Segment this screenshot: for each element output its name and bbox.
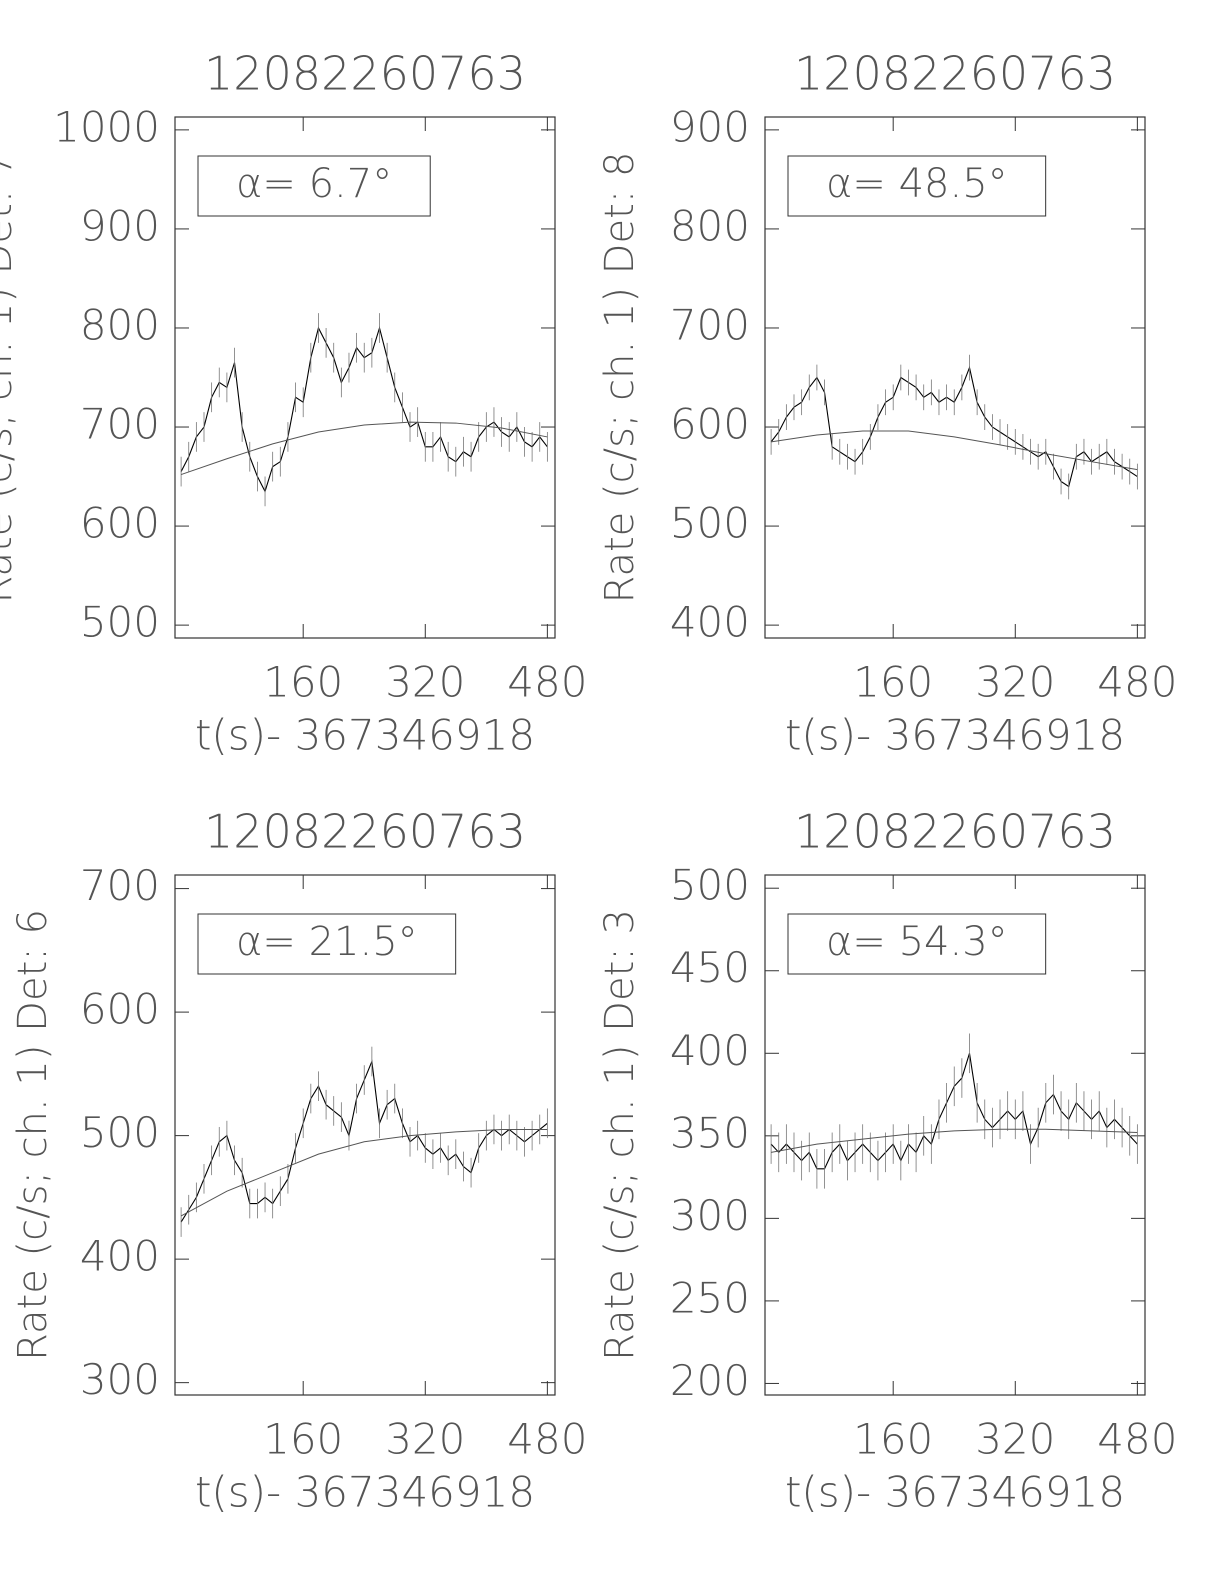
- plot-frame: [764, 116, 1146, 639]
- x-tick-label: 160: [853, 1415, 933, 1464]
- plot-area: [770, 1033, 1138, 1189]
- data-line: [770, 365, 1138, 488]
- annotation-box: [787, 913, 1047, 975]
- y-tick-label: 1000: [53, 102, 160, 151]
- fit-line: [771, 1128, 1138, 1153]
- x-axis-label: t(s)- 367346918: [785, 1468, 1125, 1517]
- y-tick-label: 600: [80, 985, 160, 1034]
- y-tick-label: 500: [80, 1108, 160, 1157]
- y-tick-label: 300: [670, 1191, 750, 1240]
- y-axis-label: Rate (c/s; ch. 1) Det: 6: [10, 909, 56, 1361]
- plot-area: [770, 354, 1138, 500]
- chart-title: 12082260763: [794, 47, 1116, 101]
- annotation-box: [787, 155, 1047, 217]
- fit-line: [771, 430, 1138, 471]
- y-tick-label: 700: [670, 300, 750, 349]
- y-tick-label: 250: [670, 1273, 750, 1322]
- x-tick-label: 320: [975, 658, 1055, 707]
- plot-frame: [174, 874, 556, 1396]
- y-tick-label: 400: [670, 598, 750, 647]
- annotation: α= 6.7°: [236, 161, 392, 207]
- x-axis-label: t(s)- 367346918: [195, 1468, 535, 1517]
- annotation-box: [197, 913, 457, 975]
- fit-line: [180, 421, 548, 476]
- y-tick-label: 200: [670, 1356, 750, 1405]
- y-tick-label: 350: [670, 1108, 750, 1157]
- chart-title: 12082260763: [794, 805, 1116, 859]
- plot-area: [180, 1046, 548, 1237]
- x-tick-label: 320: [975, 1415, 1055, 1464]
- x-tick-label: 160: [263, 658, 343, 707]
- y-tick-label: 700: [80, 400, 160, 449]
- annotation: α= 54.3°: [826, 919, 1008, 965]
- x-tick-label: 480: [1097, 658, 1177, 707]
- y-tick-label: 400: [80, 1232, 160, 1281]
- y-tick-label: 300: [80, 1355, 160, 1404]
- y-tick-label: 900: [80, 201, 160, 250]
- y-tick-label: 800: [670, 201, 750, 250]
- y-axis-label: Rate (c/s; ch. 1) Det: 7: [0, 152, 21, 604]
- y-tick-label: 700: [80, 861, 160, 910]
- x-axis-label: t(s)- 367346918: [785, 711, 1125, 760]
- y-axis-label: Rate (c/s; ch. 1) Det: 3: [597, 909, 643, 1361]
- y-tick-label: 400: [670, 1026, 750, 1075]
- y-tick-label: 600: [80, 499, 160, 548]
- x-tick-label: 320: [385, 658, 465, 707]
- annotation-box: [197, 155, 431, 217]
- y-axis-label: Rate (c/s; ch. 1) Det: 8: [597, 152, 643, 604]
- x-tick-label: 480: [507, 1415, 587, 1464]
- y-tick-label: 450: [670, 943, 750, 992]
- y-tick-label: 500: [80, 598, 160, 647]
- fit-line: [180, 1128, 548, 1217]
- y-tick-label: 600: [670, 400, 750, 449]
- y-tick-label: 500: [670, 861, 750, 910]
- plot-area: [180, 313, 548, 507]
- chart-title: 12082260763: [204, 805, 526, 859]
- annotation: α= 48.5°: [826, 161, 1008, 207]
- annotation: α= 21.5°: [236, 919, 418, 965]
- x-tick-label: 480: [507, 658, 587, 707]
- x-tick-label: 160: [853, 658, 933, 707]
- y-tick-label: 900: [670, 102, 750, 151]
- plot-frame: [174, 116, 556, 639]
- x-axis-label: t(s)- 367346918: [195, 711, 535, 760]
- x-tick-label: 480: [1097, 1415, 1177, 1464]
- x-tick-label: 160: [263, 1415, 343, 1464]
- plot-frame: [764, 874, 1146, 1396]
- y-tick-label: 800: [80, 300, 160, 349]
- chart-title: 12082260763: [204, 47, 526, 101]
- y-tick-label: 500: [670, 499, 750, 548]
- x-tick-label: 320: [385, 1415, 465, 1464]
